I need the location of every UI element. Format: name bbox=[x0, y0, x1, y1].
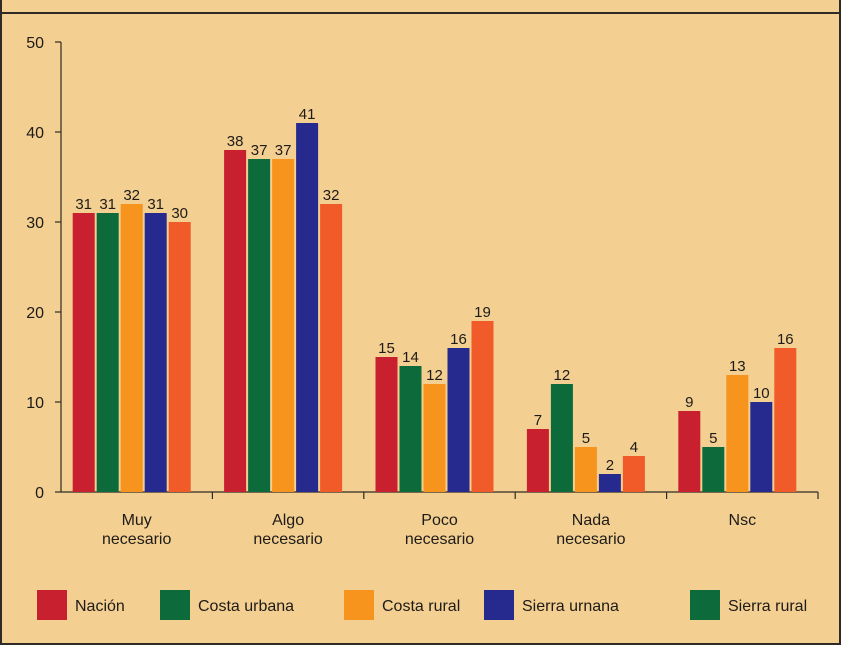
data-label: 5 bbox=[709, 430, 717, 447]
data-label: 7 bbox=[534, 412, 542, 429]
bar bbox=[375, 357, 398, 492]
y-tick-label: 30 bbox=[26, 215, 44, 232]
x-tick-label: Muy necesario bbox=[102, 512, 171, 548]
bar bbox=[224, 150, 247, 492]
data-label: 12 bbox=[426, 367, 443, 384]
y-tick-label: 10 bbox=[26, 395, 44, 412]
data-label: 31 bbox=[147, 196, 164, 213]
data-label: 32 bbox=[323, 187, 340, 204]
data-label: 37 bbox=[251, 142, 268, 159]
y-tick-label: 0 bbox=[35, 485, 44, 502]
data-label: 16 bbox=[777, 331, 794, 348]
bar bbox=[702, 447, 725, 492]
legend-label: Nación bbox=[75, 598, 125, 615]
legend-swatch bbox=[37, 590, 67, 620]
y-tick-label: 20 bbox=[26, 305, 44, 322]
data-label: 32 bbox=[123, 187, 140, 204]
bar bbox=[248, 159, 271, 492]
x-tick-label: Poco necesario bbox=[405, 512, 474, 548]
top-rule bbox=[0, 12, 841, 14]
axes: 0 10 20 30 40 50 Muy necesario Algo necesario Poco… bbox=[26, 35, 819, 548]
y-tick-label: 40 bbox=[26, 125, 44, 142]
bar bbox=[96, 213, 119, 492]
bar bbox=[622, 456, 645, 492]
legend: Nación Costa urbana Costa rural Sierra urna… bbox=[37, 590, 807, 620]
bar bbox=[574, 447, 597, 492]
bar bbox=[120, 204, 143, 492]
legend-label: Sierra rural bbox=[728, 598, 807, 615]
legend-label: Costa urbana bbox=[198, 598, 294, 615]
data-label: 15 bbox=[378, 340, 395, 357]
x-tick-label: Algo necesario bbox=[253, 512, 322, 548]
data-label: 13 bbox=[729, 358, 746, 375]
bar bbox=[526, 429, 549, 492]
bars bbox=[72, 123, 797, 492]
data-label: 4 bbox=[630, 439, 638, 456]
data-label: 2 bbox=[606, 457, 614, 474]
bar bbox=[399, 366, 422, 492]
bar bbox=[423, 384, 446, 492]
legend-label: Sierra urnana bbox=[522, 598, 619, 615]
bar bbox=[726, 375, 749, 492]
bar bbox=[774, 348, 797, 492]
data-label: 10 bbox=[753, 385, 770, 402]
legend-swatch bbox=[484, 590, 514, 620]
bar bbox=[550, 384, 573, 492]
data-label: 31 bbox=[75, 196, 92, 213]
bar bbox=[678, 411, 701, 492]
bar bbox=[598, 474, 621, 492]
bar bbox=[168, 222, 191, 492]
data-label: 38 bbox=[227, 133, 244, 150]
bar bbox=[272, 159, 295, 492]
legend-swatch bbox=[690, 590, 720, 620]
bar bbox=[320, 204, 343, 492]
bar bbox=[471, 321, 494, 492]
bar bbox=[750, 402, 773, 492]
bar bbox=[447, 348, 470, 492]
bar bbox=[72, 213, 95, 492]
data-label: 5 bbox=[582, 430, 590, 447]
data-label: 30 bbox=[171, 205, 188, 222]
data-label: 12 bbox=[554, 367, 571, 384]
legend-swatch bbox=[160, 590, 190, 620]
data-label: 16 bbox=[450, 331, 467, 348]
bar bbox=[144, 213, 167, 492]
data-label: 41 bbox=[299, 106, 316, 123]
legend-label: Costa rural bbox=[382, 598, 460, 615]
x-tick-label: Nada necesario bbox=[556, 512, 625, 548]
data-label: 31 bbox=[99, 196, 116, 213]
data-label: 14 bbox=[402, 349, 419, 366]
legend-swatch bbox=[344, 590, 374, 620]
bar bbox=[296, 123, 319, 492]
x-tick-label: Nsc bbox=[729, 512, 757, 529]
data-label: 9 bbox=[685, 394, 693, 411]
data-label: 37 bbox=[275, 142, 292, 159]
data-label: 19 bbox=[474, 304, 491, 321]
y-tick-label: 50 bbox=[26, 35, 44, 52]
